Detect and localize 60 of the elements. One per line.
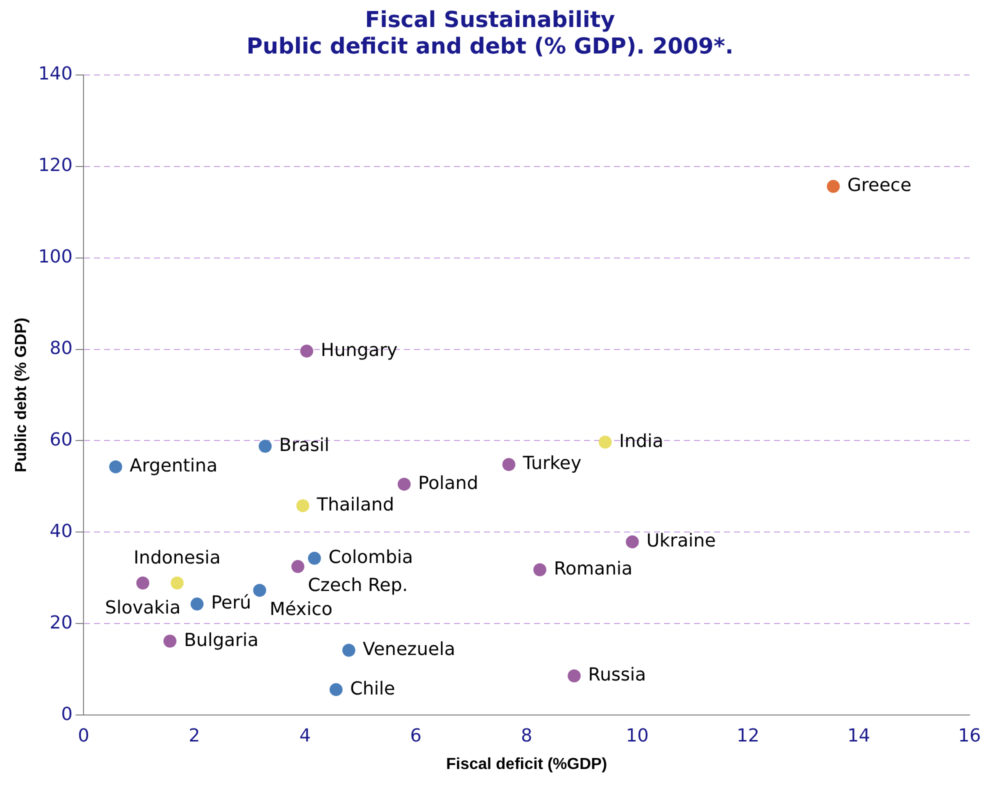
point <box>300 344 314 358</box>
point <box>598 436 612 449</box>
x-axis-title: Fiscal deficit (%GDP) <box>446 756 608 773</box>
annotation: Greece <box>847 175 912 196</box>
point <box>308 552 321 565</box>
point <box>170 576 184 590</box>
point <box>398 478 411 491</box>
x-tick-label: 10 <box>626 726 649 747</box>
y-axis-title: Public debt (% GDP) <box>13 318 30 472</box>
point <box>258 440 272 453</box>
annotation: Argentina <box>130 455 218 476</box>
point <box>626 535 639 548</box>
point <box>109 460 122 474</box>
x-tick-label: 0 <box>78 726 90 747</box>
annotation: Bulgaria <box>184 630 259 651</box>
annotation: Slovakia <box>105 598 181 619</box>
annotation: Thailand <box>316 494 394 516</box>
annotation: Venezuela <box>362 638 456 660</box>
point <box>253 584 266 597</box>
annotation: Russia <box>588 664 646 686</box>
annotation: Ukraine <box>646 530 716 552</box>
annotation: India <box>619 430 664 452</box>
annotation: Poland <box>418 472 478 494</box>
y-tick-label: 20 <box>50 612 73 634</box>
point <box>568 669 581 682</box>
annotation: Brasil <box>279 434 330 456</box>
point <box>342 644 356 657</box>
annotation: Chile <box>350 678 396 700</box>
y-tick-label: 100 <box>38 246 73 268</box>
annotation: México <box>270 598 333 620</box>
point <box>826 180 840 193</box>
chart-title: Fiscal Sustainability Public deficit and debt (% GDP). 2009*. <box>246 8 734 60</box>
y-tick-label: 80 <box>50 338 73 359</box>
x-tick-label: 8 <box>520 726 532 747</box>
annotation: Perú <box>211 592 252 614</box>
x-tick-label: 14 <box>847 726 870 747</box>
annotation: Turkey <box>522 453 582 474</box>
point <box>291 560 304 574</box>
point <box>163 634 176 648</box>
x-tick-label: 16 <box>958 726 981 747</box>
point <box>502 458 516 472</box>
annotation: Czech Rep. <box>308 575 408 596</box>
annotation: Hungary <box>320 340 398 361</box>
annotation: Colombia <box>328 546 414 568</box>
point <box>533 563 546 576</box>
annotation: Romania <box>554 558 633 580</box>
x-tick-label: 6 <box>410 726 422 747</box>
point <box>136 576 150 590</box>
point <box>296 499 310 512</box>
y-tick-label: 120 <box>38 154 73 176</box>
x-tick-label: 4 <box>299 726 311 747</box>
point <box>190 598 204 611</box>
point <box>330 683 343 696</box>
y-tick-label: 40 <box>50 520 73 542</box>
x-tick-label: 12 <box>736 726 760 747</box>
y-tick-label: 0 <box>61 704 73 725</box>
y-tick-label: 60 <box>50 429 73 450</box>
y-tick-label: 140 <box>38 63 73 84</box>
annotation: Indonesia <box>134 548 221 569</box>
x-tick-label: 2 <box>188 726 200 747</box>
